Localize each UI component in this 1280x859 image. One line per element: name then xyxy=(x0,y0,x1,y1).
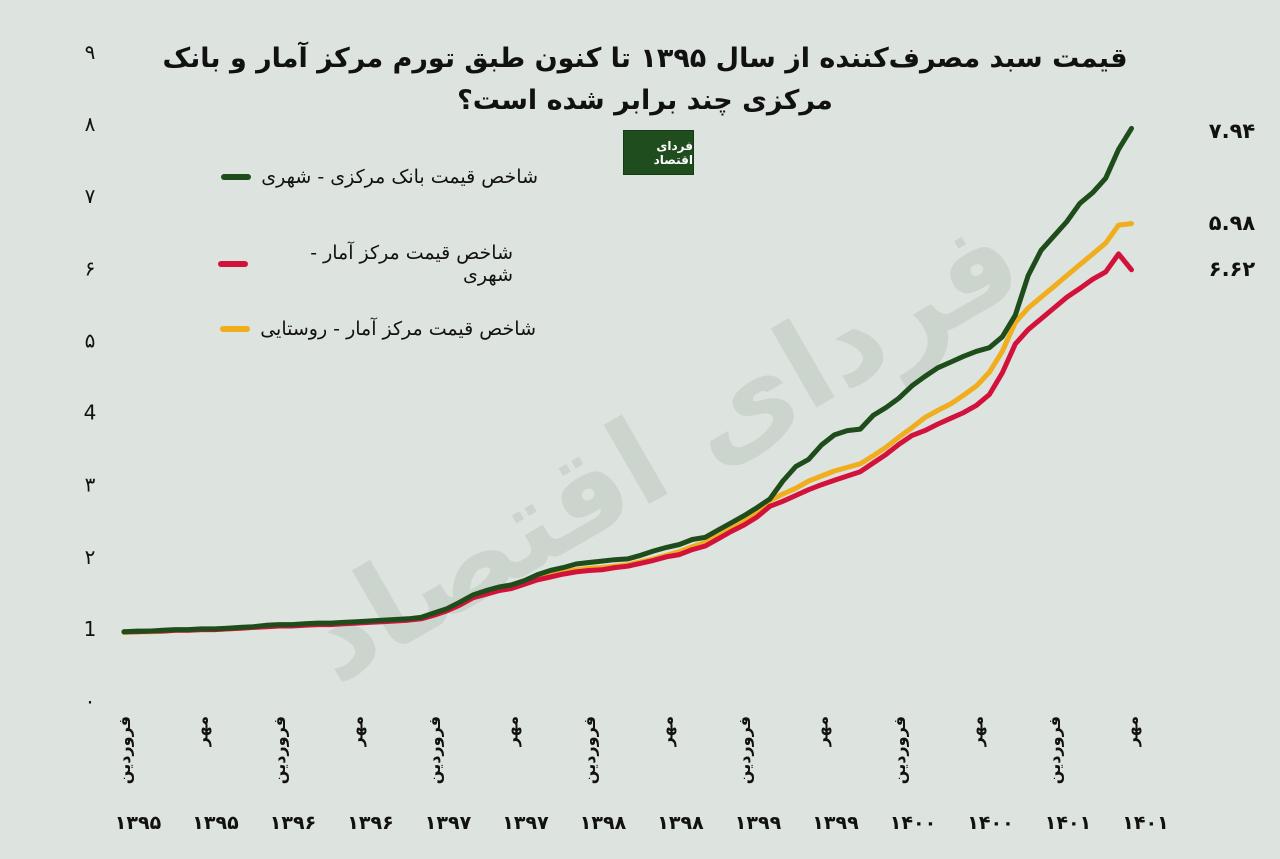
brand-logo: فردای اقتصاد xyxy=(623,130,694,175)
legend-item-sci-urban: شاخص قیمت مرکز آمار - شهری xyxy=(218,242,513,286)
end-labels: ۷.۹۴ ۵.۹۸ ۶.۶۲ xyxy=(1209,119,1256,281)
chart-title: قیمت سبد مصرف‌کننده از سال ۱۳۹۵ تا کنون … xyxy=(162,43,1128,116)
legend-label: شاخص قیمت مرکز آمار - شهری xyxy=(310,242,513,286)
x-tick-year: ۱۳۹۵ xyxy=(192,812,239,834)
x-tick-month: مهر xyxy=(193,716,212,747)
x-tick-month: فروردین xyxy=(580,716,599,784)
y-tick-label: ۶ xyxy=(85,256,96,280)
y-tick-label: ۵ xyxy=(85,328,96,352)
x-tick-year: ۱۴۰۰ xyxy=(890,812,936,834)
y-tick-label: ۸ xyxy=(85,112,96,136)
x-tick-year: ۱۴۰۱ xyxy=(1045,812,1091,834)
y-tick-label: ۰ xyxy=(85,689,96,713)
series-end-label: ۷.۹۴ xyxy=(1209,119,1256,143)
series-end-label: ۵.۹۸ xyxy=(1209,211,1256,235)
x-tick-year: ۱۳۹۸ xyxy=(580,812,627,834)
x-tick-month: مهر xyxy=(1123,716,1142,747)
y-tick-label: ۷ xyxy=(85,184,96,208)
legend-swatch xyxy=(220,326,251,332)
legend-label: شاخص قیمت بانک مرکزی - شهری xyxy=(261,166,538,188)
x-tick-year: ۱۳۹۶ xyxy=(270,812,316,834)
x-tick-month: مهر xyxy=(968,716,987,747)
series-layer xyxy=(121,125,1134,635)
y-axis-ticks: ۰ 1 ۲ ۳ 4 ۵ ۶ ۷ ۸ ۹ xyxy=(84,40,97,713)
x-tick-month: فروردین xyxy=(1045,716,1064,784)
y-tick-label: ۳ xyxy=(85,473,96,497)
x-tick-month: مهر xyxy=(813,716,832,747)
x-tick-month: فروردین xyxy=(270,716,289,784)
x-tick-year: ۱۳۹۸ xyxy=(657,812,704,834)
x-tick-year: ۱۳۹۷ xyxy=(425,812,472,834)
series-line-0 xyxy=(121,125,1134,635)
x-tick-year: ۱۴۰۱ xyxy=(1122,812,1168,834)
y-tick-label: 4 xyxy=(84,401,97,425)
x-tick-year: ۱۳۹۶ xyxy=(347,812,393,834)
legend-item-sci-rural: شاخص قیمت مرکز آمار - روستایی xyxy=(218,318,536,340)
x-tick-month: مهر xyxy=(658,716,677,747)
x-tick-year: ۱۳۹۹ xyxy=(812,812,859,834)
y-tick-label: ۲ xyxy=(85,545,96,569)
legend-item-cbi-urban: شاخص قیمت بانک مرکزی - شهری xyxy=(218,166,538,188)
x-tick-month: فروردین xyxy=(890,716,909,784)
x-tick-month: فروردین xyxy=(425,716,444,784)
x-tick-month: فروردین xyxy=(735,716,754,784)
x-tick-year: ۱۳۹۷ xyxy=(502,812,549,834)
x-tick-year: ۱۳۹۹ xyxy=(735,812,782,834)
y-tick-label: 1 xyxy=(84,617,97,641)
x-tick-month: مهر xyxy=(348,716,367,747)
x-axis-ticks: فروردین ۱۳۹۵ مهر ۱۳۹۵ فروردین ۱۳۹۶ مهر ۱۳۹۶ فرور… xyxy=(115,716,1169,834)
legend-swatch xyxy=(218,261,248,267)
x-tick-year: ۱۳۹۵ xyxy=(115,812,162,834)
x-tick-year: ۱۴۰۰ xyxy=(967,812,1013,834)
y-tick-label: ۹ xyxy=(85,40,96,64)
x-tick-month: مهر xyxy=(503,716,522,747)
series-line-1 xyxy=(121,251,1134,635)
legend-label: شاخص قیمت مرکز آمار - روستایی xyxy=(260,318,536,340)
series-end-label: ۶.۶۲ xyxy=(1209,257,1256,281)
x-tick-month: فروردین xyxy=(115,716,134,784)
legend-swatch xyxy=(221,174,252,180)
